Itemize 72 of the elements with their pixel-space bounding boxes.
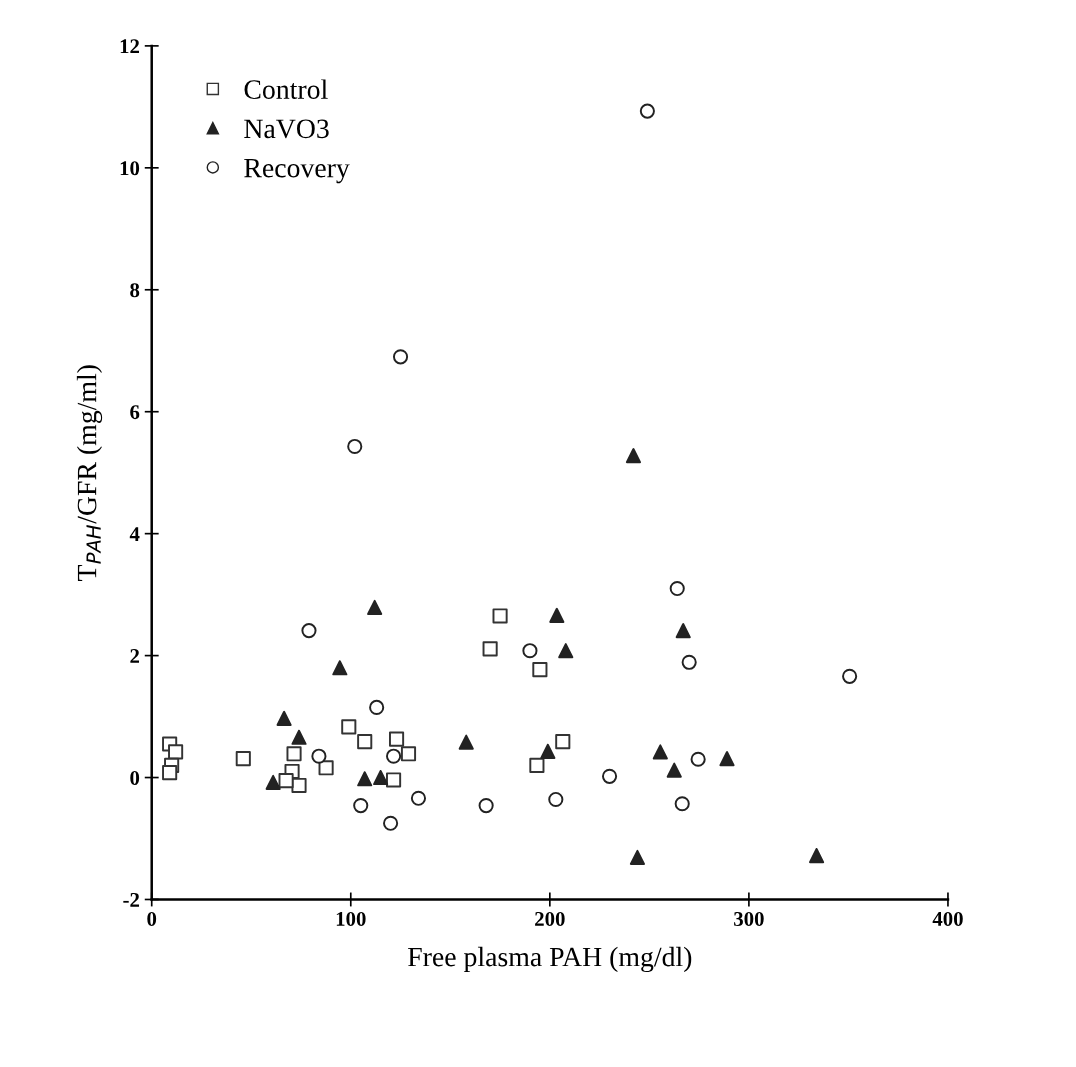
point	[332, 660, 348, 676]
point	[675, 623, 691, 639]
point	[522, 643, 538, 659]
point	[389, 731, 405, 747]
point	[311, 748, 327, 764]
legend-label: Control	[244, 79, 328, 99]
point	[674, 796, 690, 812]
x-axis-title: Free plasma PAH (mg/dl)	[408, 946, 692, 973]
y-tick-label: 12	[120, 39, 140, 54]
point	[286, 746, 302, 762]
point	[558, 643, 574, 659]
point	[482, 641, 498, 657]
x-tick-label: 100	[336, 911, 366, 926]
y-tick-label: 0	[130, 770, 140, 785]
y-tick-label: 4	[129, 527, 140, 541]
point	[532, 662, 548, 678]
point	[392, 349, 409, 365]
point	[367, 599, 383, 615]
point	[341, 719, 357, 735]
point	[357, 771, 373, 787]
point	[666, 762, 682, 778]
point	[548, 791, 564, 808]
point	[347, 438, 363, 455]
y-tick-label: 10	[120, 161, 140, 176]
point	[369, 699, 385, 715]
point	[602, 768, 618, 784]
point	[400, 746, 417, 762]
point	[291, 777, 307, 794]
point	[386, 772, 402, 788]
point	[842, 668, 858, 684]
point	[291, 729, 307, 745]
point	[162, 765, 178, 781]
point	[478, 798, 494, 814]
point	[301, 623, 317, 639]
point	[669, 580, 685, 597]
x-tick-label: 400	[932, 911, 963, 926]
point	[549, 607, 565, 623]
point	[639, 103, 655, 119]
x-tick-label: 0	[147, 911, 157, 926]
point	[265, 774, 281, 790]
point	[719, 751, 735, 767]
point	[681, 654, 697, 670]
y-axis-title: T$_{PAH}$/GFR (mg/ml)	[76, 365, 103, 581]
point	[690, 751, 706, 767]
x-tick-label: 200	[535, 911, 565, 926]
point	[168, 744, 184, 760]
y-tick-label: -2	[123, 892, 140, 907]
y-tick-label: 8	[130, 283, 140, 298]
point	[318, 760, 334, 776]
point	[383, 815, 399, 831]
point	[529, 757, 545, 773]
point	[353, 798, 369, 814]
point	[555, 734, 571, 750]
legend-label: NaVO3	[244, 119, 329, 139]
point	[540, 743, 556, 759]
point	[278, 773, 294, 789]
y-tick-label: 2	[130, 649, 140, 663]
y-tick-label: 6	[130, 405, 140, 420]
point	[809, 848, 825, 864]
point	[410, 790, 427, 806]
point	[386, 748, 402, 764]
point	[652, 744, 668, 760]
point	[357, 734, 373, 750]
point	[629, 849, 645, 865]
point	[235, 751, 251, 767]
point	[625, 448, 641, 464]
point	[492, 608, 508, 624]
point	[276, 710, 292, 726]
x-tick-label: 300	[734, 911, 764, 926]
point	[458, 734, 474, 750]
point	[373, 769, 389, 786]
legend-label: Recovery	[244, 158, 350, 184]
